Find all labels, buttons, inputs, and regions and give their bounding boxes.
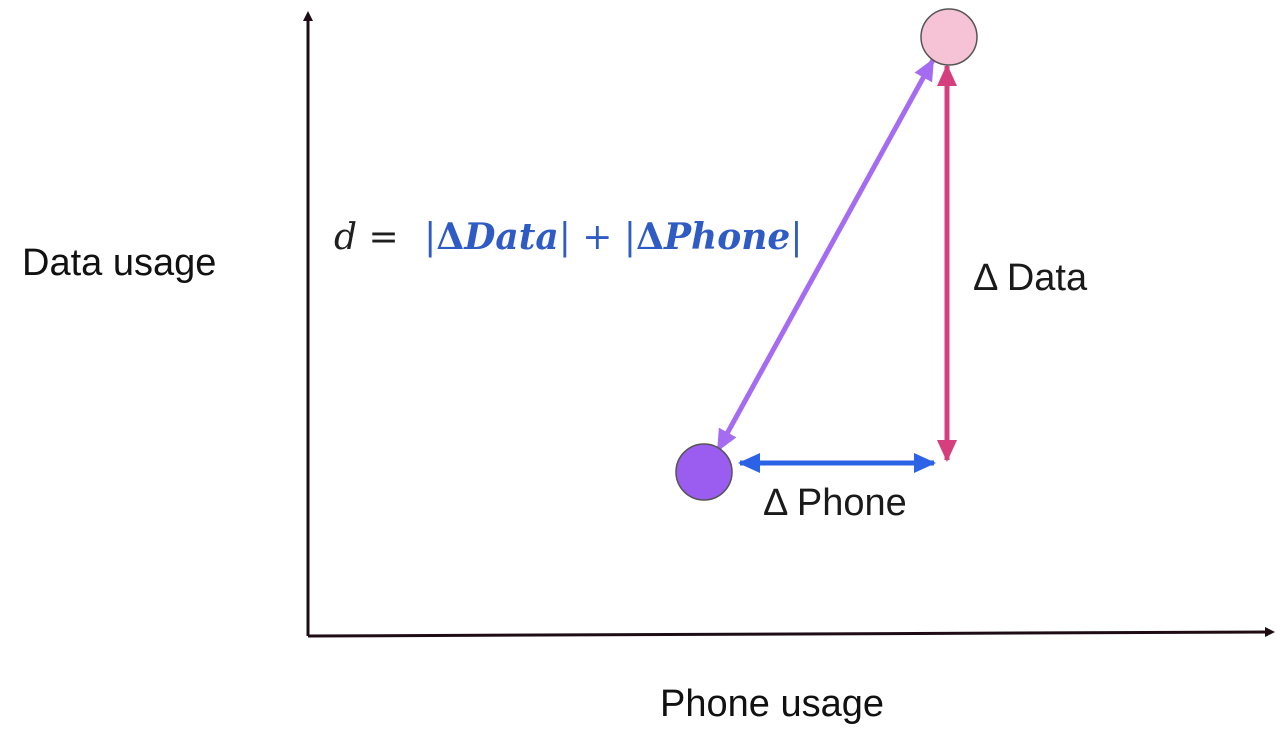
formula-bar: |	[424, 217, 436, 258]
formula-bar: |	[624, 217, 636, 258]
x-axis-label: Phone usage	[660, 683, 884, 725]
delta-phone-label: Δ Phone	[763, 482, 907, 524]
formula-equals: =	[357, 217, 410, 258]
y-axis-label: Data usage	[22, 242, 216, 284]
formula-delta: Δ	[436, 216, 464, 258]
point-b	[920, 8, 978, 66]
distance-formula: d = |ΔData| + |ΔPhone|	[334, 216, 802, 258]
x-axis	[307, 627, 1275, 638]
formula-plus: +	[571, 217, 624, 258]
formula-bar: |	[559, 217, 571, 258]
formula-term-data: Data	[463, 216, 559, 258]
formula-term-phone: Phone	[663, 216, 790, 258]
point-a	[675, 443, 733, 501]
delta-data-label: Δ Data	[973, 257, 1088, 299]
formula-delta: Δ	[636, 216, 664, 258]
formula-lhs: d	[334, 217, 357, 258]
distance-arrow	[715, 58, 936, 452]
formula-bar: |	[790, 217, 802, 258]
